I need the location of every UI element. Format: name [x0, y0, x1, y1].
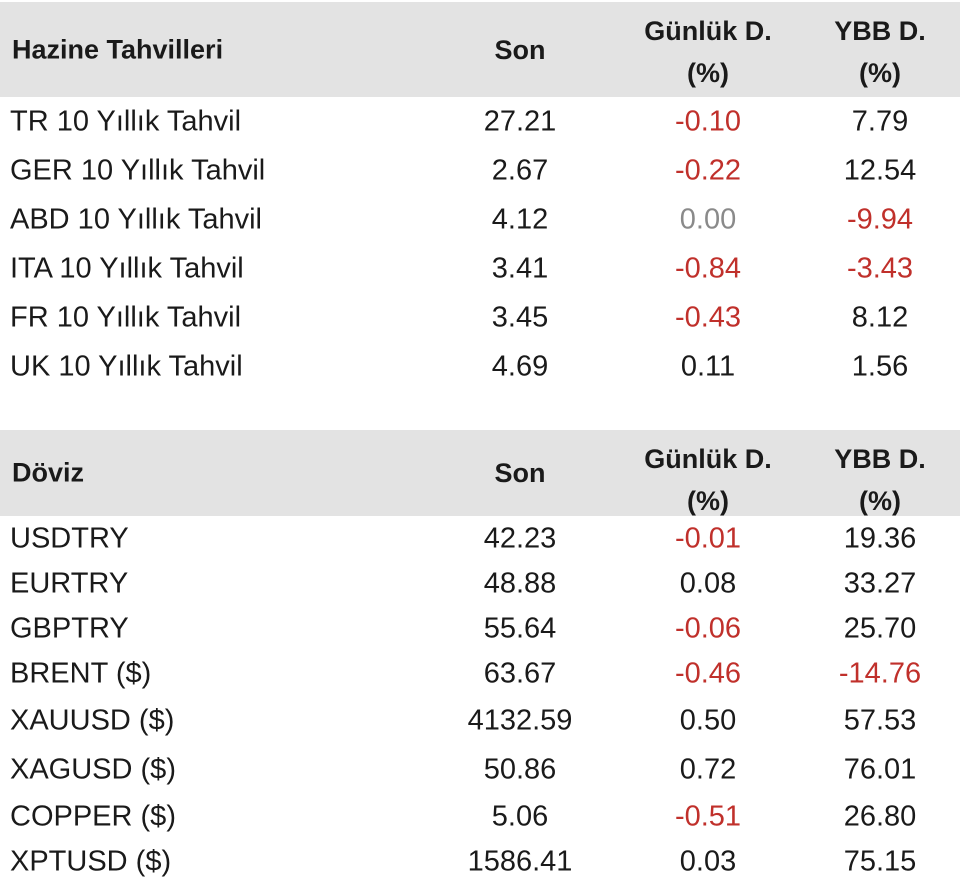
bonds-daily-change-cell: -0.10 [674, 105, 742, 137]
fx-table-row: XPTUSD ($) 1586.41 0.03 75.15 [0, 839, 960, 884]
bonds-table-title: Hazine Tahvilleri [12, 34, 224, 64]
bonds-last-value-cell: 3.45 [491, 301, 549, 333]
fx-daily-header-line2: (%) [687, 486, 729, 516]
bonds-daily-change-header: Günlük D. (%) [608, 10, 808, 94]
fx-ytd-header-line2: (%) [859, 486, 901, 516]
fx-instrument-name-cell: XAGUSD ($) [10, 753, 176, 785]
fx-ytd-change-cell: 75.15 [843, 845, 917, 877]
fx-last-value-cell: 50.86 [483, 753, 557, 785]
bonds-daily-change-cell: 0.00 [679, 203, 737, 235]
bonds-son-header: Son [494, 34, 546, 65]
fx-daily-change-cell: 0.72 [679, 753, 737, 785]
fx-ytd-change-cell: 57.53 [843, 704, 917, 736]
fx-table: Döviz Son Günlük D. (%) YBB D. (%) USDTR… [0, 430, 960, 884]
fx-last-value-cell: 63.67 [483, 657, 557, 689]
fx-daily-header-line1: Günlük D. [644, 444, 772, 474]
bonds-last-value-cell: 2.67 [491, 154, 549, 186]
fx-ytd-change-cell: 19.36 [843, 522, 917, 554]
fx-table-row: COPPER ($) 5.06 -0.51 26.80 [0, 794, 960, 839]
bonds-table-row: TR 10 Yıllık Tahvil 27.21 -0.10 7.79 [0, 97, 960, 146]
fx-last-value-cell: 4132.59 [467, 704, 573, 736]
fx-table-row: XAGUSD ($) 50.86 0.72 76.01 [0, 745, 960, 794]
fx-last-value-cell: 1586.41 [467, 845, 573, 877]
fx-ytd-change-cell: 33.27 [843, 567, 917, 599]
fx-last-value-cell: 42.23 [483, 522, 557, 554]
bonds-instrument-name-cell: TR 10 Yıllık Tahvil [10, 105, 242, 137]
fx-table-title: Döviz [12, 457, 85, 488]
fx-ytd-header-line1: YBB D. [834, 444, 926, 474]
bonds-last-value-cell: 4.69 [491, 350, 549, 382]
bonds-ytd-header-line1: YBB D. [834, 16, 926, 46]
fx-last-value-cell: 55.64 [483, 612, 557, 644]
fx-ytd-change-header: YBB D. (%) [795, 438, 960, 522]
bonds-table-row: ITA 10 Yıllık Tahvil 3.41 -0.84 -3.43 [0, 244, 960, 293]
fx-instrument-name-cell: GBPTRY [10, 612, 129, 644]
bonds-table-row: ABD 10 Yıllık Tahvil 4.12 0.00 -9.94 [0, 195, 960, 244]
bonds-ytd-header-line2: (%) [859, 58, 901, 88]
fx-last-value-cell: 5.06 [491, 800, 549, 832]
fx-instrument-name-cell: XAUUSD ($) [10, 704, 175, 736]
bonds-table: Hazine Tahvilleri Son Günlük D. (%) YBB … [0, 2, 960, 391]
fx-table-row: EURTRY 48.88 0.08 33.27 [0, 561, 960, 606]
fx-ytd-change-cell: -14.76 [838, 657, 922, 689]
bonds-ytd-change-cell: -9.94 [846, 203, 914, 235]
fx-table-row: BRENT ($) 63.67 -0.46 -14.76 [0, 651, 960, 696]
bonds-ytd-change-header: YBB D. (%) [795, 10, 960, 94]
bonds-ytd-change-cell: 8.12 [851, 301, 909, 333]
bonds-table-row: FR 10 Yıllık Tahvil 3.45 -0.43 8.12 [0, 293, 960, 342]
fx-instrument-name-cell: COPPER ($) [10, 800, 176, 832]
bonds-instrument-name-cell: UK 10 Yıllık Tahvil [10, 350, 243, 382]
bonds-ytd-change-cell: 7.79 [851, 105, 909, 137]
fx-table-row: GBPTRY 55.64 -0.06 25.70 [0, 606, 960, 651]
fx-ytd-change-cell: 26.80 [843, 800, 917, 832]
fx-son-header: Son [494, 458, 546, 488]
bonds-last-value-cell: 4.12 [491, 203, 549, 235]
fx-daily-change-cell: -0.46 [674, 657, 742, 689]
fx-table-row: XAUUSD ($) 4132.59 0.50 57.53 [0, 696, 960, 745]
fx-daily-change-header: Günlük D. (%) [608, 438, 808, 522]
bonds-ytd-change-cell: 1.56 [851, 350, 909, 382]
fx-ytd-change-cell: 25.70 [843, 612, 917, 644]
bonds-table-row: UK 10 Yıllık Tahvil 4.69 0.11 1.56 [0, 342, 960, 391]
bonds-ytd-change-cell: 12.54 [843, 154, 917, 186]
bonds-instrument-name-cell: FR 10 Yıllık Tahvil [10, 301, 242, 333]
fx-last-value-cell: 48.88 [483, 567, 557, 599]
fx-table-row: USDTRY 42.23 -0.01 19.36 [0, 516, 960, 561]
fx-daily-change-cell: -0.06 [674, 612, 742, 644]
fx-instrument-name-cell: EURTRY [10, 567, 129, 599]
fx-daily-change-cell: 0.50 [679, 704, 737, 736]
bonds-last-value-cell: 27.21 [483, 105, 557, 137]
bonds-table-row: GER 10 Yıllık Tahvil 2.67 -0.22 12.54 [0, 146, 960, 195]
fx-daily-change-cell: 0.03 [679, 845, 737, 877]
bonds-last-value-cell: 3.41 [491, 252, 549, 284]
fx-instrument-name-cell: BRENT ($) [10, 657, 152, 689]
fx-instrument-name-cell: USDTRY [10, 522, 129, 554]
bonds-daily-change-cell: -0.43 [674, 301, 742, 333]
bonds-instrument-name-cell: GER 10 Yıllık Tahvil [10, 154, 266, 186]
fx-ytd-change-cell: 76.01 [843, 753, 917, 785]
bonds-header-row: Hazine Tahvilleri Son Günlük D. (%) YBB … [0, 2, 960, 97]
bonds-daily-change-cell: -0.22 [674, 154, 742, 186]
fx-daily-change-cell: -0.51 [674, 800, 742, 832]
fx-daily-change-cell: 0.08 [679, 567, 737, 599]
bonds-daily-header-line2: (%) [687, 58, 729, 88]
fx-rows: USDTRY 42.23 -0.01 19.36 EURTRY 48.88 0.08 33.2… [0, 516, 960, 884]
bonds-daily-change-cell: 0.11 [680, 350, 736, 382]
bonds-daily-change-cell: -0.84 [674, 252, 742, 284]
bonds-instrument-name-cell: ABD 10 Yıllık Tahvil [10, 203, 262, 235]
bonds-daily-header-line1: Günlük D. [644, 16, 772, 46]
fx-header-row: Döviz Son Günlük D. (%) YBB D. (%) [0, 430, 960, 516]
fx-instrument-name-cell: XPTUSD ($) [10, 845, 172, 877]
bonds-rows: TR 10 Yıllık Tahvil 27.21 -0.10 7.79 GER 10 … [0, 97, 960, 391]
bonds-instrument-name-cell: ITA 10 Yıllık Tahvil [10, 252, 244, 284]
bonds-ytd-change-cell: -3.43 [846, 252, 914, 284]
fx-daily-change-cell: -0.01 [674, 522, 742, 554]
